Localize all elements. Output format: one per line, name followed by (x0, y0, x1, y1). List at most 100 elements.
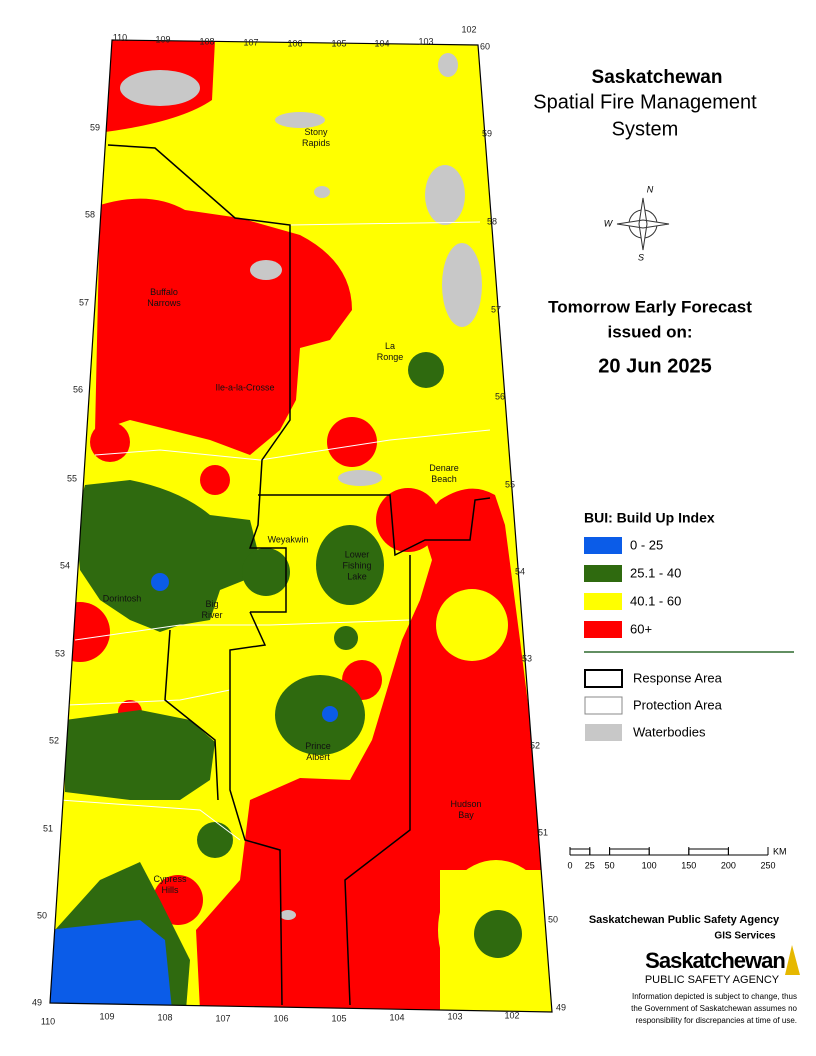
compass-letter: N (647, 184, 654, 194)
logo-mark (785, 945, 800, 975)
latitude-label: 51 (43, 823, 53, 833)
place-label: Hills (162, 885, 179, 895)
place-label: Ronge (377, 352, 404, 362)
longitude-label: 108 (199, 36, 214, 46)
longitude-label: 104 (389, 1012, 404, 1022)
place-label: Denare (429, 463, 459, 473)
logo-main: Saskatchewan (645, 948, 785, 973)
legend-label: 40.1 - 60 (630, 593, 681, 608)
response-areas (107, 144, 491, 1006)
place-label: Lake (347, 571, 367, 581)
layer-label: Response Area (633, 670, 723, 685)
latitude-label: 50 (37, 910, 47, 920)
compass-letter: W (604, 218, 614, 228)
latitude-label: 56 (73, 384, 83, 394)
latitude-label: 54 (60, 560, 70, 570)
longitude-label: 106 (273, 1013, 288, 1023)
title: Saskatchewan (592, 67, 723, 88)
legend-swatch (584, 621, 622, 638)
scale-label: 100 (642, 860, 657, 870)
latitude-label: 55 (67, 473, 77, 483)
longitude-label: 102 (504, 1010, 519, 1020)
scale-label: 150 (681, 860, 696, 870)
layer-swatch (584, 669, 623, 688)
place-label: Narrows (147, 298, 181, 308)
place-label: Rapids (302, 138, 331, 148)
latitude-label: 58 (487, 216, 497, 226)
latitude-label: 55 (505, 479, 515, 489)
legend-label: 60+ (630, 621, 652, 636)
place-label: Big (205, 599, 218, 609)
latitude-label: 53 (522, 653, 532, 663)
legend-label: 0 - 25 (630, 537, 663, 552)
latitude-label: 59 (482, 128, 492, 138)
place-label: Fishing (342, 560, 371, 570)
longitude-label: 105 (331, 1013, 346, 1023)
scale-label: 50 (605, 860, 615, 870)
place-label: Ile-a-la-Crosse (215, 382, 274, 392)
longitude-label: 110 (41, 1016, 55, 1026)
latitude-label: 60 (480, 41, 490, 51)
disclaimer: responsibility for discrepancies at time… (636, 1016, 797, 1025)
forecast-line: Tomorrow Early Forecast (548, 297, 752, 316)
scale-label: 0 (567, 860, 572, 870)
latitude-label: 51 (538, 827, 548, 837)
compass (616, 197, 670, 251)
legend-swatch (584, 565, 622, 582)
zones-blue (50, 573, 338, 1010)
latitude-label: 54 (515, 566, 525, 576)
place-label: Hudson (450, 799, 481, 809)
latitude-label: 56 (495, 391, 505, 401)
place-label: Bay (458, 810, 474, 820)
disclaimer: Information depicted is subject to chang… (632, 992, 797, 1001)
place-label: Albert (306, 752, 330, 762)
latitude-label: 49 (556, 1002, 566, 1012)
disclaimer: the Government of Saskatchewan assumes n… (631, 1004, 797, 1013)
place-label: Cypress (153, 874, 187, 884)
waterbodies (120, 53, 482, 920)
layer-swatch (584, 696, 623, 715)
place-label: Weyakwin (268, 534, 309, 544)
layer-label: Protection Area (633, 697, 723, 712)
agency-unit: GIS Services (714, 931, 776, 942)
scale-unit: KM (773, 846, 787, 856)
longitude-label: 106 (287, 38, 302, 48)
longitude-label: 109 (99, 1011, 114, 1021)
latitude-label: 52 (530, 740, 540, 750)
latitude-label: 57 (79, 297, 89, 307)
compass-letter: S (638, 252, 644, 262)
longitude-label: 103 (418, 36, 433, 46)
longitude-label: 103 (447, 1011, 462, 1021)
scale-label: 25 (585, 860, 595, 870)
layer-label: Waterbodies (633, 724, 706, 739)
logo-sub: PUBLIC SAFETY AGENCY (645, 974, 780, 986)
place-label: Buffalo (150, 287, 178, 297)
legend-swatch (584, 537, 622, 554)
layer-swatch (585, 724, 622, 741)
latitude-label: 49 (32, 997, 42, 1007)
place-label: Dorintosh (103, 593, 142, 603)
longitude-label: 109 (155, 34, 170, 44)
place-label: River (201, 610, 222, 620)
agency-name: Saskatchewan Public Safety Agency (589, 914, 780, 926)
latitude-label: 58 (85, 209, 95, 219)
longitude-label: 104 (374, 38, 389, 48)
map-area (50, 40, 552, 1012)
place-label: La (385, 341, 395, 351)
latitude-label: 53 (55, 648, 65, 658)
longitude-label: 102 (461, 24, 476, 34)
latitude-label: 59 (90, 122, 100, 132)
longitude-label: 108 (157, 1012, 172, 1022)
province-outline (49, 39, 553, 1013)
forecast-line: issued on: (607, 322, 692, 341)
scale-label: 250 (760, 860, 775, 870)
latitude-label: 50 (548, 914, 558, 924)
legend-title: BUI: Build Up Index (584, 510, 715, 526)
place-label: Lower (345, 549, 370, 559)
longitude-label: 107 (243, 37, 258, 47)
longitude-label: 105 (331, 38, 346, 48)
subtitle: Spatial Fire Management (533, 91, 757, 113)
place-label: Beach (431, 474, 457, 484)
longitude-label: 110 (113, 32, 127, 42)
zones-green (55, 352, 522, 1010)
